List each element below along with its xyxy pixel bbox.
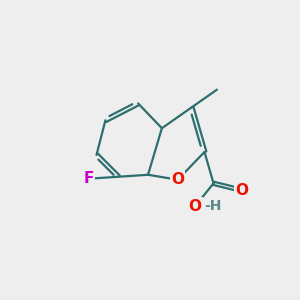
Text: O: O bbox=[171, 172, 184, 187]
Text: O: O bbox=[189, 199, 202, 214]
Text: -H: -H bbox=[205, 199, 222, 213]
Text: F: F bbox=[84, 171, 94, 186]
Text: O: O bbox=[236, 183, 248, 198]
